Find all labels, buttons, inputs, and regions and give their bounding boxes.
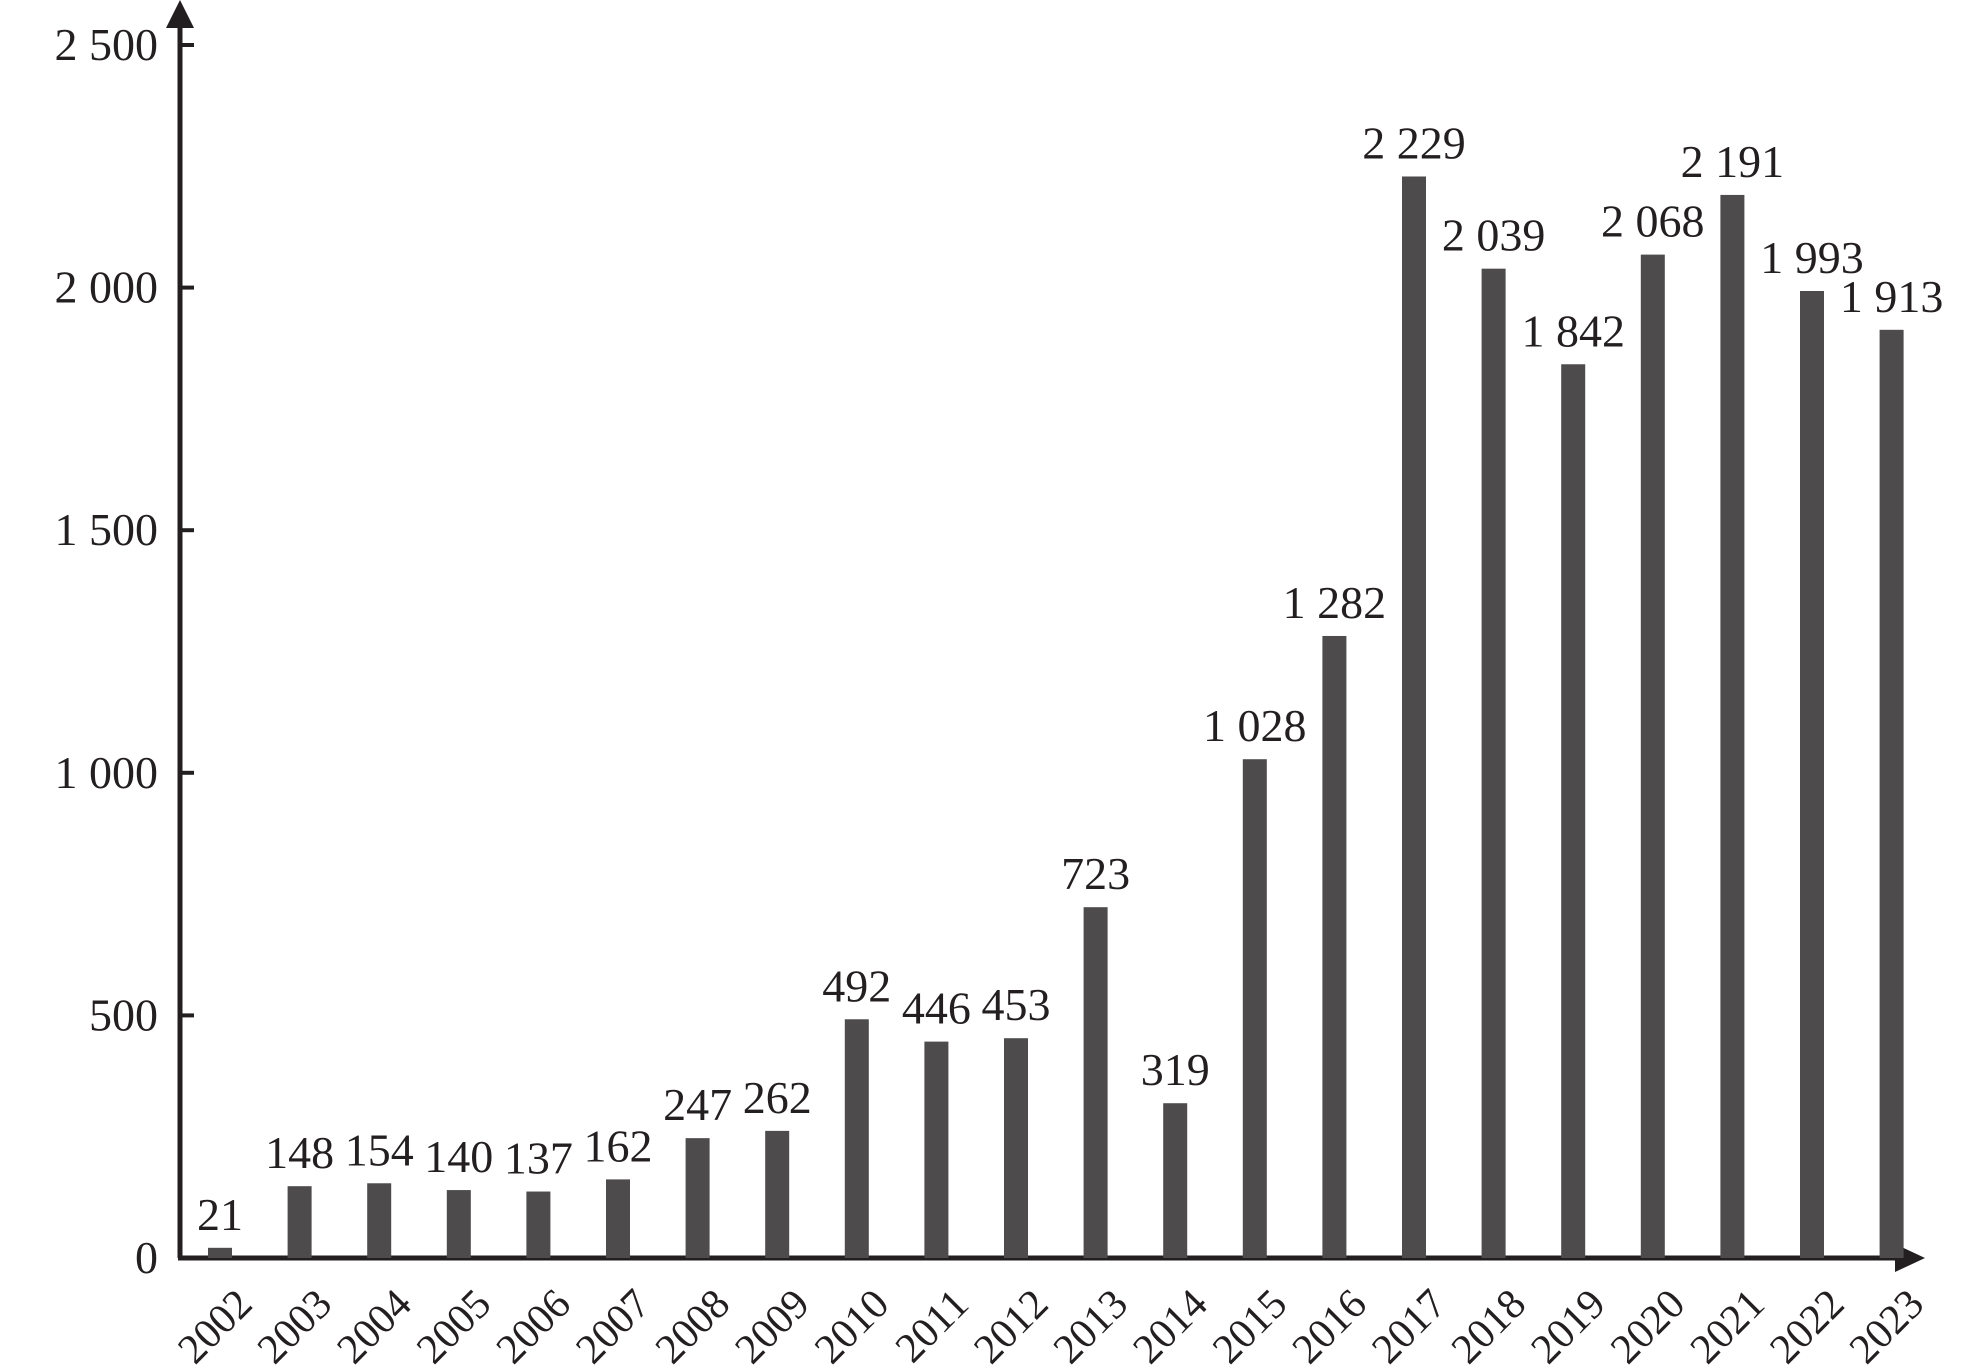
- bar-2016: [1322, 635, 1347, 1258]
- x-tick-label-2021: 2021: [1682, 1281, 1774, 1372]
- x-tick-label-2002: 2002: [170, 1281, 262, 1372]
- data-label-2014: 319: [1141, 1044, 1210, 1095]
- y-tick-label: 0: [135, 1232, 158, 1283]
- y-ticks: 0 500 1 000 1 500 2 000 2 500: [55, 19, 194, 1283]
- data-label-2005: 140: [424, 1131, 493, 1182]
- data-label-2017: 2 229: [1362, 117, 1466, 168]
- data-label-2010: 492: [822, 960, 891, 1011]
- bar-2003: [287, 1186, 312, 1258]
- x-tick-label-2003: 2003: [249, 1281, 341, 1372]
- bar-2008: [685, 1138, 710, 1258]
- x-tick-label-2012: 2012: [966, 1281, 1058, 1372]
- x-tick-label-2009: 2009: [727, 1281, 819, 1372]
- y-tick-label: 500: [89, 989, 158, 1040]
- bar-2020: [1640, 254, 1665, 1259]
- data-label-2023: 1 913: [1840, 271, 1944, 322]
- data-label-2015: 1 028: [1203, 700, 1307, 751]
- x-tick-label-2017: 2017: [1364, 1281, 1456, 1372]
- y-axis: [166, 0, 194, 1258]
- bar-2005: [446, 1190, 471, 1258]
- bar-2021: [1720, 194, 1745, 1259]
- bar-2014: [1163, 1103, 1188, 1258]
- data-label-2013: 723: [1061, 848, 1130, 899]
- bar-2013: [1083, 907, 1108, 1258]
- data-label-2016: 1 282: [1283, 577, 1387, 628]
- y-axis-arrow: [166, 0, 194, 28]
- bar-2009: [765, 1130, 790, 1258]
- bar-2010: [844, 1019, 869, 1258]
- data-label-2009: 262: [743, 1072, 812, 1123]
- y-tick-label: 1 500: [55, 504, 159, 555]
- y-tick-label: 2 000: [55, 262, 159, 313]
- x-tick-label-2004: 2004: [329, 1281, 421, 1372]
- x-tick-label-2016: 2016: [1284, 1281, 1376, 1372]
- bars: [208, 176, 1904, 1259]
- x-tick-label-2008: 2008: [647, 1281, 739, 1372]
- bar-2011: [924, 1041, 949, 1258]
- bar-2018: [1481, 268, 1506, 1258]
- data-label-2012: 453: [982, 979, 1051, 1030]
- data-label-2003: 148: [265, 1127, 334, 1178]
- x-tick-label-2013: 2013: [1045, 1281, 1137, 1372]
- data-label-2004: 154: [345, 1124, 414, 1175]
- data-label-2008: 247: [663, 1079, 732, 1130]
- data-label-2021: 2 191: [1681, 136, 1785, 187]
- data-label-2018: 2 039: [1442, 210, 1546, 261]
- x-tick-label-2010: 2010: [806, 1281, 898, 1372]
- x-tick-label-2011: 2011: [887, 1281, 978, 1372]
- x-tick-labels: 2002200320042005200620072008200920102011…: [170, 1281, 1934, 1372]
- bar-2019: [1561, 364, 1586, 1258]
- data-label-2022: 1 993: [1760, 232, 1864, 283]
- y-tick-label: 2 500: [55, 19, 159, 70]
- data-label-2020: 2 068: [1601, 196, 1705, 247]
- bar-2015: [1242, 759, 1267, 1258]
- data-label-2011: 446: [902, 983, 971, 1034]
- x-tick-label-2007: 2007: [568, 1281, 660, 1372]
- data-label-2002: 21: [197, 1189, 243, 1240]
- x-tick-label-2018: 2018: [1443, 1281, 1535, 1372]
- x-tick-label-2005: 2005: [408, 1281, 500, 1372]
- x-tick-label-2023: 2023: [1841, 1281, 1933, 1372]
- x-tick-label-2015: 2015: [1204, 1281, 1296, 1372]
- bar-2002: [208, 1247, 232, 1258]
- bar-2007: [606, 1179, 630, 1258]
- y-tick-label: 1 000: [55, 747, 159, 798]
- data-label-2019: 1 842: [1521, 305, 1625, 356]
- data-label-2006: 137: [504, 1133, 573, 1184]
- bar-2004: [367, 1183, 392, 1258]
- x-tick-label-2014: 2014: [1125, 1281, 1217, 1372]
- x-tick-label-2019: 2019: [1523, 1281, 1615, 1372]
- bar-2006: [526, 1191, 551, 1258]
- data-label-2007: 162: [584, 1120, 653, 1171]
- bar-2017: [1402, 176, 1426, 1258]
- bar-2012: [1004, 1038, 1028, 1258]
- x-tick-label-2006: 2006: [488, 1281, 580, 1372]
- bar-2023: [1879, 329, 1904, 1259]
- x-tick-label-2020: 2020: [1602, 1281, 1694, 1372]
- bar-2022: [1800, 290, 1824, 1258]
- x-tick-label-2022: 2022: [1762, 1281, 1854, 1372]
